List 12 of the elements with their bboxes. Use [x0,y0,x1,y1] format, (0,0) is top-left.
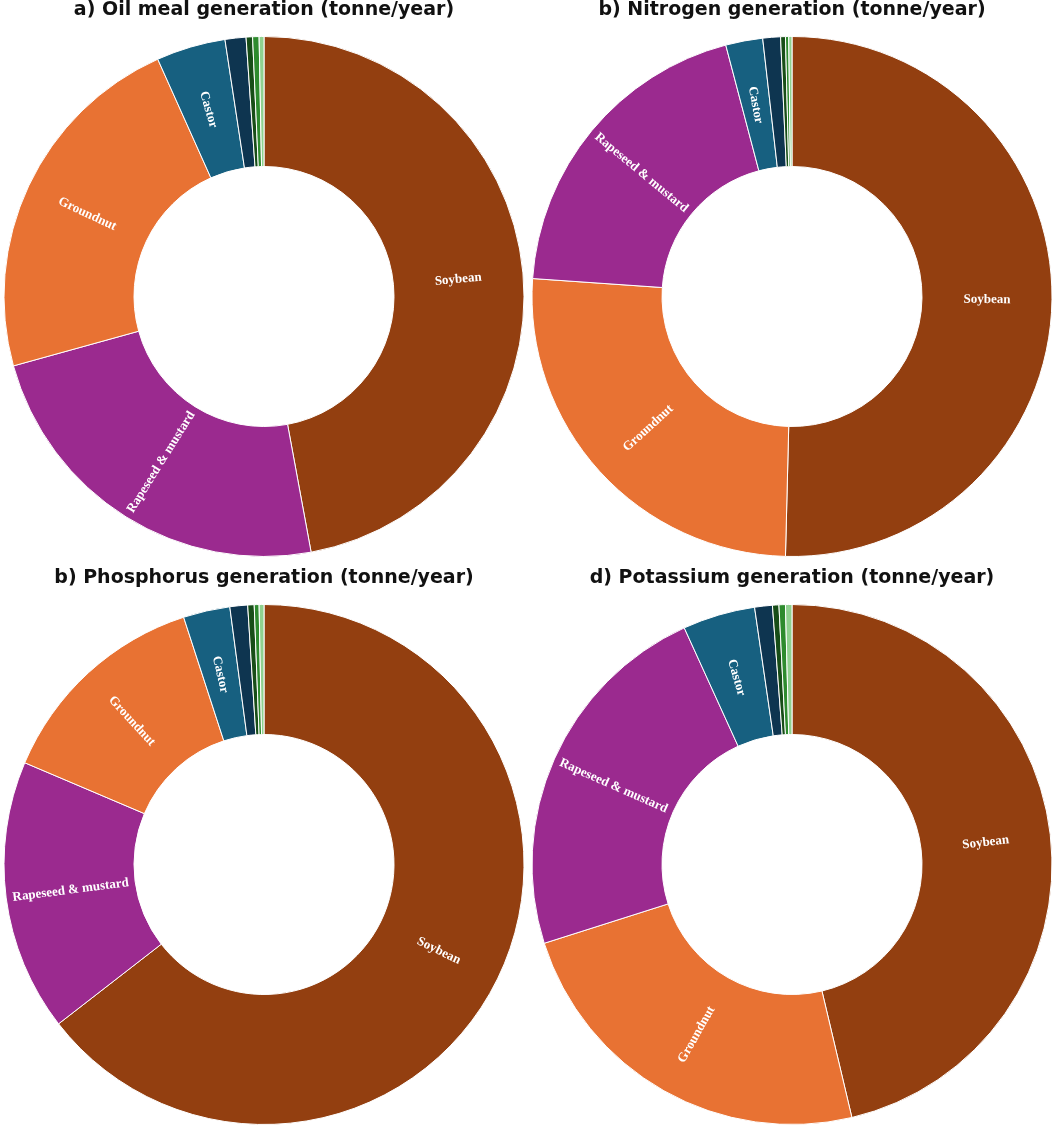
slice-label: Castor [725,657,751,698]
slice-label: Soybean [961,831,1011,852]
slice-label: Soybean [963,290,1012,307]
slice-label: Castor [209,654,233,695]
chart-title: a) Oil meal generation (tonne/year) [73,0,455,19]
slice-label: Castor [745,84,768,125]
slice-label: Rapeseed & mustard [11,874,131,904]
chart-title: b) Phosphorus generation (tonne/year) [54,565,474,587]
slice-label: Soybean [434,268,483,288]
slice-label: Castor [197,89,223,130]
chart-title: d) Potassium generation (tonne/year) [589,565,995,587]
chart-title: b) Nitrogen generation (tonne/year) [598,0,986,19]
